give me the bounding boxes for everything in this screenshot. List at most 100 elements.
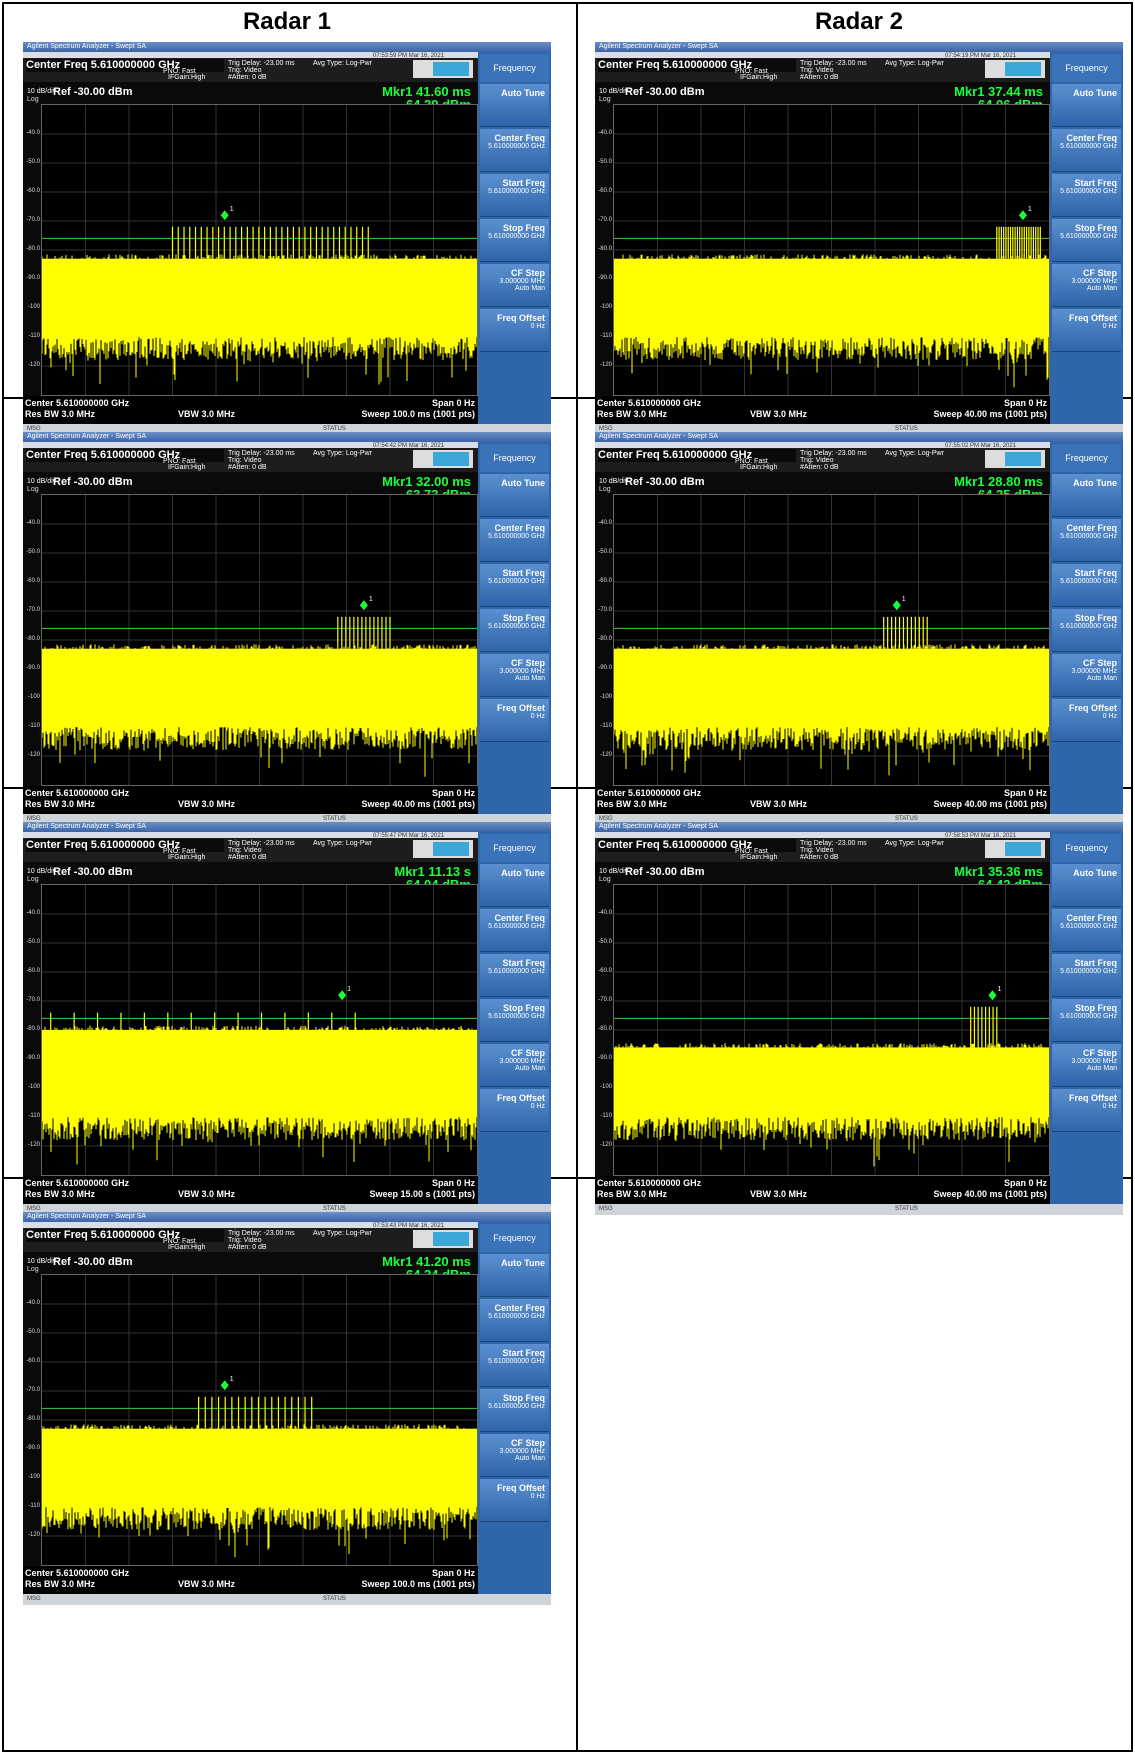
marker-number: 1 — [347, 986, 351, 993]
center-freq-readout[interactable]: Center Freq 5.610000000 GHz — [598, 59, 796, 72]
trace-plot[interactable]: 1 — [613, 884, 1050, 1176]
atten-label: #Atten: 0 dB — [228, 1244, 267, 1251]
start-freq-button[interactable]: Start Freq 5.610000000 GHz — [1052, 564, 1121, 607]
sweep-label: Sweep 40.00 ms (1001 pts) — [933, 1189, 1047, 1199]
auto-tune-button[interactable]: Auto Tune — [1052, 474, 1121, 517]
cf-step-button[interactable]: CF Step 3.000000 MHz Auto Man — [1052, 264, 1121, 307]
center-freq-readout[interactable]: Center Freq 5.610000000 GHz — [598, 839, 796, 852]
ifgain-label: IFGain:High — [168, 464, 206, 471]
start-freq-button[interactable]: Start Freq 5.610000000 GHz — [1052, 174, 1121, 217]
reference-level: Ref -30.00 dBm — [625, 86, 705, 98]
softkey-mode: Auto Man — [515, 675, 545, 682]
freq-offset-button[interactable]: Freq Offset 0 Hz — [1052, 1089, 1121, 1132]
auto-tune-button[interactable]: Auto Tune — [1052, 84, 1121, 127]
panel-title: Radar 6 — [814, 788, 904, 815]
trace-plot[interactable]: 1 — [41, 884, 478, 1176]
trace-plot[interactable]: 1 — [41, 1274, 478, 1566]
freq-offset-button[interactable]: Freq Offset 0 Hz — [480, 1479, 549, 1522]
center-freq-readout[interactable]: Center Freq 5.610000000 GHz — [26, 59, 224, 72]
stop-freq-button[interactable]: Stop Freq 5.610000000 GHz — [1052, 219, 1121, 262]
center-freq-button[interactable]: Center Freq 5.610000000 GHz — [480, 519, 549, 562]
trace-plot[interactable]: 1 — [41, 104, 478, 396]
spectrum-analyzer-screen: Agilent Spectrum Analyzer - Swept SA Cent… — [595, 432, 1123, 825]
freq-offset-button[interactable]: Freq Offset 0 Hz — [480, 309, 549, 352]
timestamp: 07:54:42 PM Mar 16, 2021 — [373, 443, 445, 449]
center-freq-button[interactable]: Center Freq 5.610000000 GHz — [1052, 129, 1121, 172]
auto-tune-button[interactable]: Auto Tune — [1052, 864, 1121, 907]
stop-freq-button[interactable]: Stop Freq 5.610000000 GHz — [480, 219, 549, 262]
reference-level-line: 10 dB/div Ref -30.00 dBm — [595, 864, 1050, 880]
bottom-info-bar: Center 5.610000000 GHz Res BW 3.0 MHz VBW … — [595, 1176, 1050, 1204]
softkey-value: 0 Hz — [530, 323, 545, 330]
auto-tune-button[interactable]: Auto Tune — [480, 864, 549, 907]
message-bar: MSG STATUS — [595, 424, 1123, 435]
marker-time: Mkr1 41.60 ms — [382, 84, 471, 99]
auto-tune-button[interactable]: Auto Tune — [480, 84, 549, 127]
settings-ribbon — [595, 442, 1050, 448]
message-bar: MSG STATUS — [23, 424, 551, 435]
cf-step-button[interactable]: CF Step 3.000000 MHz Auto Man — [1052, 1044, 1121, 1087]
softkey-menu-title: Frequency — [480, 444, 549, 472]
table-divider-vertical — [576, 4, 578, 1324]
y-tick-label: -50.0 — [26, 159, 40, 165]
atten-label: #Atten: 0 dB — [800, 464, 839, 471]
cf-step-button[interactable]: CF Step 3.000000 MHz Auto Man — [480, 1434, 549, 1477]
stop-freq-button[interactable]: Stop Freq 5.610000000 GHz — [1052, 999, 1121, 1042]
center-freq-readout[interactable]: Center Freq 5.610000000 GHz — [26, 449, 224, 462]
auto-tune-button[interactable]: Auto Tune — [480, 1254, 549, 1297]
cf-step-button[interactable]: CF Step 3.000000 MHz Auto Man — [480, 654, 549, 697]
freq-offset-button[interactable]: Freq Offset 0 Hz — [480, 699, 549, 742]
trace-plot[interactable]: 1 — [613, 104, 1050, 396]
y-tick-label: -90.0 — [598, 275, 612, 281]
center-freq-readout[interactable]: Center Freq 5.610000000 GHz — [598, 449, 796, 462]
start-freq-button[interactable]: Start Freq 5.610000000 GHz — [480, 174, 549, 217]
spectrum-analyzer-screen: Agilent Spectrum Analyzer - Swept SA Cent… — [595, 42, 1123, 435]
bottom-info-bar: Center 5.610000000 GHz Res BW 3.0 MHz VBW … — [595, 786, 1050, 814]
stop-freq-button[interactable]: Stop Freq 5.610000000 GHz — [480, 999, 549, 1042]
marker-number: 1 — [997, 986, 1001, 993]
stop-freq-button[interactable]: Stop Freq 5.610000000 GHz — [480, 609, 549, 652]
y-tick-label: -80.0 — [26, 1416, 40, 1422]
sweep-label: Sweep 40.00 ms (1001 pts) — [361, 799, 475, 809]
center-freq-readout[interactable]: Center Freq 5.610000000 GHz — [26, 839, 224, 852]
freq-offset-button[interactable]: Freq Offset 0 Hz — [1052, 309, 1121, 352]
window-title-bar: Agilent Spectrum Analyzer - Swept SA — [23, 432, 551, 442]
stop-freq-button[interactable]: Stop Freq 5.610000000 GHz — [480, 1389, 549, 1432]
y-tick-label: -40.0 — [598, 130, 612, 136]
timestamp: 07:58:53 PM Mar 16, 2021 — [945, 833, 1017, 839]
freq-offset-button[interactable]: Freq Offset 0 Hz — [1052, 699, 1121, 742]
softkey-label: Start Freq — [1074, 568, 1117, 578]
cf-step-button[interactable]: CF Step 3.000000 MHz Auto Man — [480, 1044, 549, 1087]
start-freq-button[interactable]: Start Freq 5.610000000 GHz — [1052, 954, 1121, 997]
ifgain-label: IFGain:High — [168, 854, 206, 861]
softkey-value: 5.610000000 GHz — [1060, 533, 1117, 540]
scale-label: 10 dB/div — [27, 88, 57, 95]
softkey-value: 5.610000000 GHz — [488, 533, 545, 540]
avg-type-label: Avg Type: Log-Pwr — [313, 1230, 372, 1237]
center-freq-button[interactable]: Center Freq 5.610000000 GHz — [480, 909, 549, 952]
stop-freq-button[interactable]: Stop Freq 5.610000000 GHz — [1052, 609, 1121, 652]
center-freq-button[interactable]: Center Freq 5.610000000 GHz — [1052, 519, 1121, 562]
cf-step-button[interactable]: CF Step 3.000000 MHz Auto Man — [1052, 654, 1121, 697]
reference-level-line: 10 dB/div Ref -30.00 dBm — [23, 84, 478, 100]
cf-step-button[interactable]: CF Step 3.000000 MHz Auto Man — [480, 264, 549, 307]
center-freq-button[interactable]: Center Freq 5.610000000 GHz — [480, 129, 549, 172]
center-freq-readout[interactable]: Center Freq 5.610000000 GHz — [26, 1229, 224, 1242]
start-freq-button[interactable]: Start Freq 5.610000000 GHz — [480, 1344, 549, 1387]
softkey-label: Center Freq — [494, 913, 545, 923]
atten-label: #Atten: 0 dB — [800, 854, 839, 861]
trace-svg: 1 — [42, 1275, 477, 1565]
trace-plot[interactable]: 1 — [41, 494, 478, 786]
y-tick-label: -90.0 — [598, 665, 612, 671]
panel-7: REF Agilent Spectrum Analyzer - Swept SA C… — [4, 1174, 570, 1744]
softkey-label: Auto Tune — [501, 1258, 545, 1268]
log-label: Log — [27, 876, 39, 883]
trace-type-indicator — [413, 60, 473, 78]
start-freq-button[interactable]: Start Freq 5.610000000 GHz — [480, 564, 549, 607]
freq-offset-button[interactable]: Freq Offset 0 Hz — [480, 1089, 549, 1132]
auto-tune-button[interactable]: Auto Tune — [480, 474, 549, 517]
trace-plot[interactable]: 1 — [613, 494, 1050, 786]
center-freq-button[interactable]: Center Freq 5.610000000 GHz — [480, 1299, 549, 1342]
start-freq-button[interactable]: Start Freq 5.610000000 GHz — [480, 954, 549, 997]
center-freq-button[interactable]: Center Freq 5.610000000 GHz — [1052, 909, 1121, 952]
